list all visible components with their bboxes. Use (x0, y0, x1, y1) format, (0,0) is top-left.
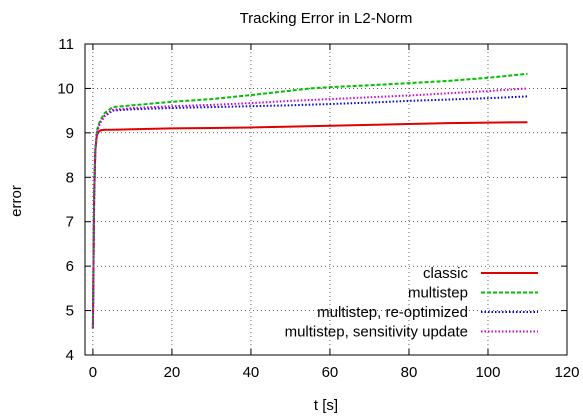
legend-label: multistep (408, 285, 468, 302)
axis-ticks: 0 20 40 60 80 100 120 4 5 6 7 8 9 10 11 (57, 36, 579, 381)
x-tick-label: 80 (401, 364, 418, 381)
x-tick-label: 0 (89, 364, 97, 381)
x-tick-label: 20 (164, 364, 181, 381)
y-tick-label: 4 (66, 347, 74, 364)
legend-label: classic (423, 265, 469, 282)
x-tick-label: 40 (243, 364, 260, 381)
y-tick-label: 6 (66, 258, 74, 275)
legend-label: multistep, sensitivity update (285, 324, 468, 341)
y-tick-label: 11 (58, 36, 74, 53)
chart-title: Tracking Error in L2-Norm (240, 10, 413, 27)
y-tick-label: 8 (66, 169, 74, 186)
y-tick-label: 5 (66, 303, 74, 320)
x-axis-label: t [s] (314, 397, 338, 414)
series-lines (91, 72, 528, 329)
x-tick-label: 100 (475, 364, 500, 381)
y-tick-label: 10 (57, 80, 74, 97)
series-line-2 (91, 72, 528, 329)
y-tick-label: 9 (66, 125, 74, 142)
plot-frame (84, 43, 568, 356)
legend-label: multistep, re-optimized (317, 304, 468, 321)
y-axis-label: error (8, 185, 25, 217)
y-tick-label: 7 (66, 214, 74, 231)
legend: classic multistep multistep, re-optimized m… (285, 265, 538, 341)
series-line-4 (91, 87, 528, 329)
x-tick-label: 60 (322, 364, 339, 381)
x-tick-label: 120 (554, 364, 579, 381)
